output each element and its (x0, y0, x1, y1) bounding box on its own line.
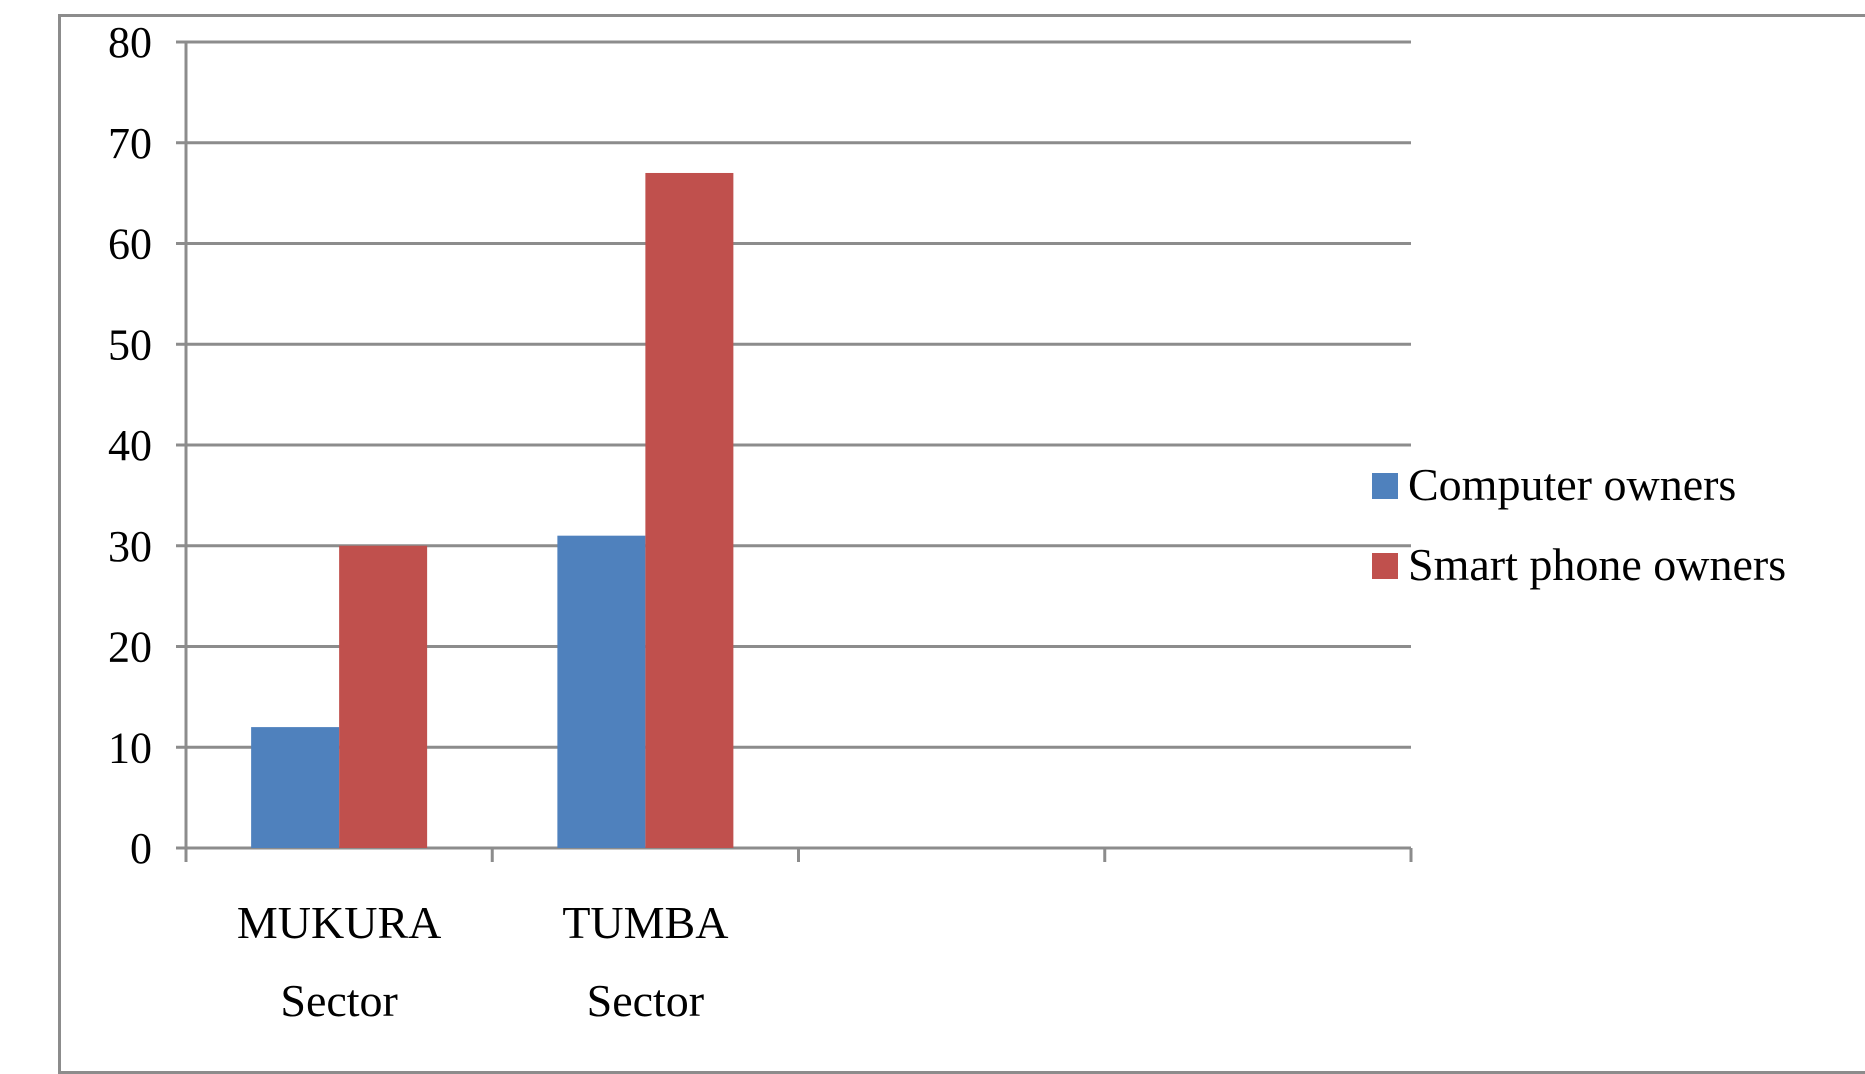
x-category-label: Sector (587, 975, 705, 1026)
y-tick-label: 50 (108, 320, 152, 369)
y-tick-label: 40 (108, 421, 152, 470)
legend-swatch (1372, 473, 1398, 499)
legend-label: Smart phone owners (1408, 539, 1786, 590)
y-tick-label: 20 (108, 623, 152, 672)
legend-label: Computer owners (1408, 459, 1736, 510)
y-tick-label: 70 (108, 119, 152, 168)
y-tick-label: 10 (108, 723, 152, 772)
bar (557, 535, 646, 848)
bar (339, 545, 428, 848)
y-tick-label: 80 (108, 18, 152, 67)
x-category-label: Sector (280, 975, 398, 1026)
bar (645, 172, 734, 849)
legend-swatch (1372, 553, 1398, 579)
x-category-label: TUMBA (562, 897, 728, 948)
y-tick-label: 60 (108, 220, 152, 269)
bar (251, 727, 340, 848)
y-tick-label: 0 (130, 824, 152, 873)
x-category-label: MUKURA (237, 897, 441, 948)
y-tick-label: 30 (108, 522, 152, 571)
